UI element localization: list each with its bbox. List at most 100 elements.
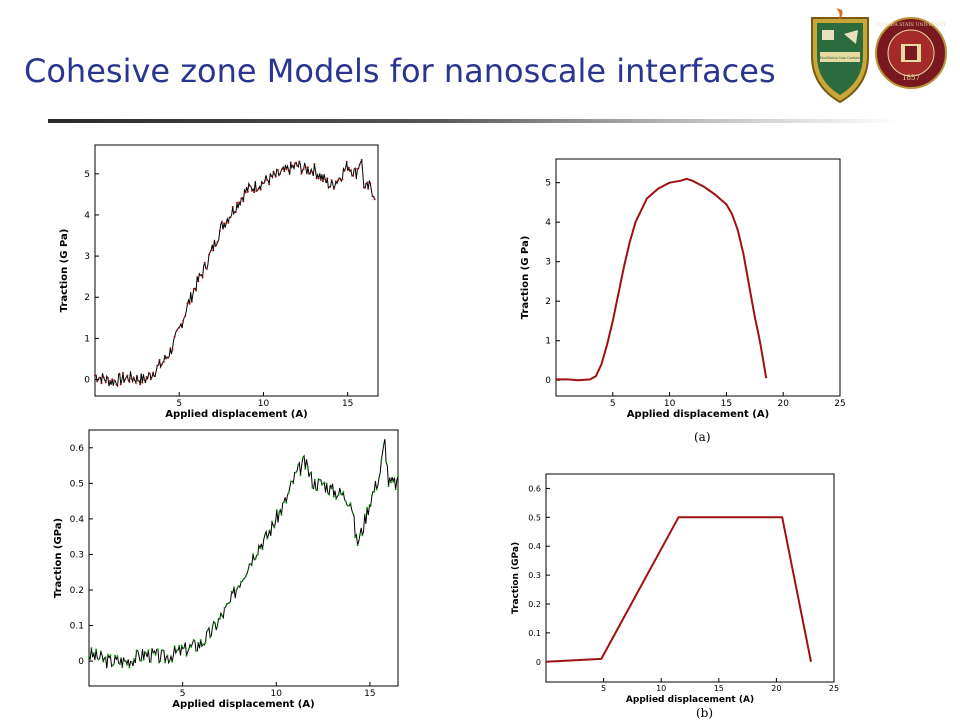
data-point: [282, 501, 285, 504]
data-point: [166, 654, 169, 657]
data-point: [158, 358, 161, 361]
data-point: [378, 476, 380, 479]
fsu-seal-icon: 1857 FLORIDA STATE UNIVERSITY: [875, 17, 947, 89]
y-axis-label: Traction (G Pa): [520, 236, 531, 320]
data-point: [187, 648, 190, 651]
data-point: [211, 624, 214, 627]
x-axis-label: Applied displacement (A): [165, 409, 307, 420]
data-point: [109, 380, 112, 382]
data-point: [134, 381, 137, 384]
data-point: [140, 659, 143, 662]
data-point: [373, 198, 376, 201]
data-point: [261, 182, 264, 185]
data-point: [161, 649, 164, 652]
y-axis-label: Traction (GPa): [53, 518, 64, 598]
data-point: [119, 383, 122, 386]
crest-motto: Excellentia Cum Caritate: [820, 56, 861, 60]
x-tick-label: 5: [601, 684, 606, 693]
data-point: [178, 644, 181, 647]
data-point: [247, 568, 250, 571]
data-point: [316, 489, 319, 492]
data-point: [117, 373, 120, 376]
data-point: [304, 467, 307, 470]
data-point: [302, 168, 305, 171]
data-point: [263, 179, 266, 182]
data-point: [318, 478, 321, 481]
data-point: [309, 472, 312, 475]
data-point: [96, 380, 99, 383]
data-point: [371, 195, 374, 198]
data-point: [335, 497, 338, 500]
x-tick-label: 15: [721, 399, 732, 409]
data-point: [328, 493, 331, 496]
data-point: [114, 654, 117, 657]
data-point: [121, 666, 124, 669]
data-point: [246, 190, 249, 193]
data-point: [106, 377, 109, 380]
data-point: [164, 661, 167, 664]
data-point: [306, 166, 309, 169]
data-point: [223, 222, 226, 225]
x-tick-label: 20: [771, 684, 781, 693]
data-point: [173, 335, 176, 338]
data-point: [315, 177, 318, 180]
data-point: [339, 177, 342, 180]
data-point: [356, 544, 359, 547]
data-point: [115, 383, 118, 386]
data-point: [296, 164, 299, 167]
plot-frame: [88, 429, 399, 687]
x-tick-label: 10: [656, 684, 666, 693]
data-point: [242, 578, 245, 581]
data-point: [122, 371, 124, 374]
data-point: [128, 380, 131, 383]
data-point: [365, 182, 367, 185]
data-point: [188, 302, 191, 305]
data-point: [342, 491, 345, 494]
x-axis-label: Applied displacement (A): [627, 409, 769, 420]
data-point: [229, 216, 232, 219]
data-point: [366, 506, 369, 509]
data-point: [385, 460, 388, 463]
data-point: [173, 645, 176, 648]
y-tick-label: 1: [545, 337, 551, 347]
y-tick-label: 0.4: [70, 515, 85, 525]
data-point: [387, 485, 390, 488]
y-tick-label: 0.1: [528, 629, 541, 638]
data-point: [300, 172, 303, 175]
data-point: [165, 357, 167, 360]
data-point: [349, 502, 352, 505]
data-point: [332, 187, 335, 190]
data-point: [369, 182, 372, 185]
data-point: [285, 168, 288, 170]
y-tick-label: 0.6: [70, 444, 85, 454]
data-point: [197, 280, 200, 283]
data-point: [257, 187, 260, 190]
data-point: [270, 175, 273, 177]
data-point: [287, 491, 290, 494]
y-tick-label: 1: [84, 334, 90, 344]
data-point: [180, 323, 182, 326]
data-point: [328, 185, 331, 188]
data-point: [123, 660, 126, 662]
y-tick-label: 5: [545, 179, 551, 189]
y-tick-label: 0.3: [70, 550, 84, 560]
data-point: [360, 158, 363, 161]
y-tick-label: 2: [545, 297, 551, 307]
data-point: [347, 504, 350, 507]
data-point: [149, 378, 152, 381]
plot-frame: [545, 473, 835, 683]
data-point: [156, 364, 159, 367]
data-point: [272, 170, 275, 173]
data-point: [292, 482, 295, 485]
data-point: [147, 372, 150, 374]
data-point: [104, 381, 107, 384]
data-point: [332, 495, 335, 498]
data-point: [373, 490, 376, 493]
data-point: [102, 660, 105, 663]
data-point: [147, 649, 150, 652]
data-point: [156, 648, 159, 651]
series-line: [545, 516, 812, 663]
data-point: [192, 288, 195, 290]
data-point: [254, 558, 257, 561]
